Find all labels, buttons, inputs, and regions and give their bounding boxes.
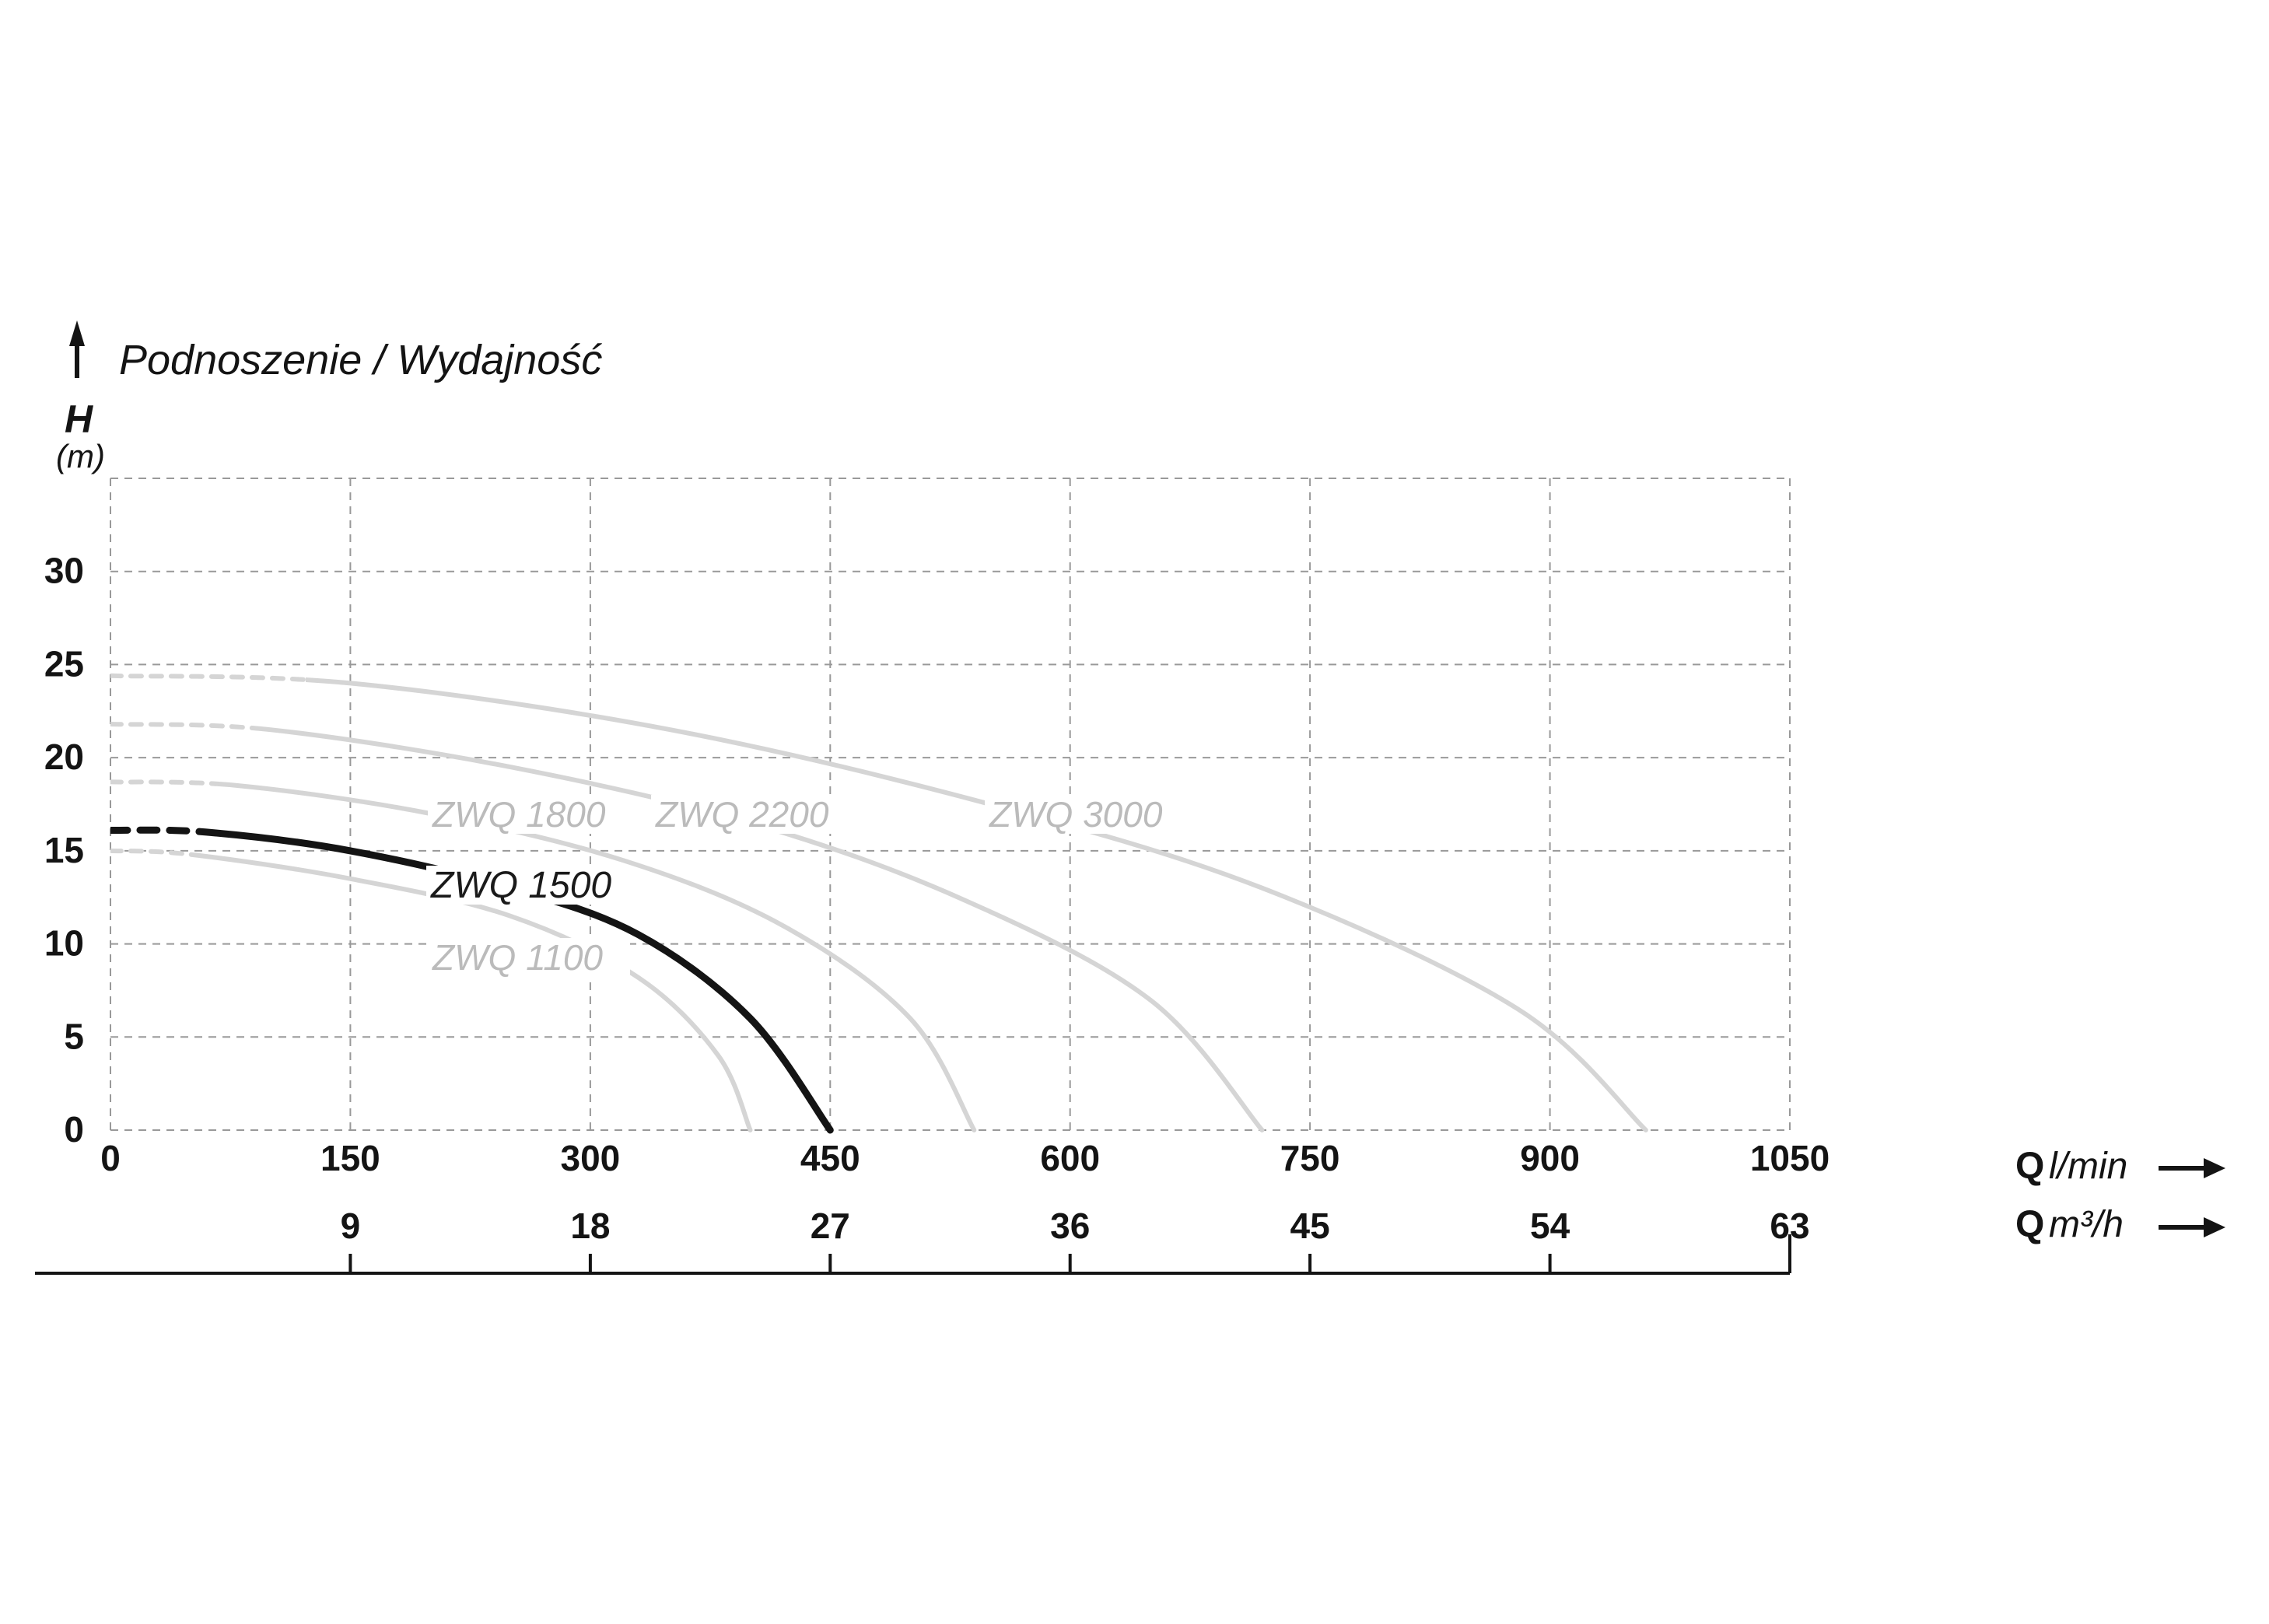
svg-text:ZWQ 3000: ZWQ 3000: [989, 794, 1163, 835]
svg-text:30: 30: [44, 551, 84, 591]
svg-text:18: 18: [570, 1206, 610, 1246]
svg-text:900: 900: [1520, 1138, 1580, 1178]
svg-text:Q: Q: [2015, 1146, 2044, 1187]
svg-text:5: 5: [64, 1016, 84, 1056]
svg-text:10: 10: [44, 923, 84, 964]
svg-text:450: 450: [800, 1138, 860, 1178]
svg-text:300: 300: [561, 1138, 621, 1178]
svg-text:ZWQ 1500: ZWQ 1500: [430, 865, 611, 906]
svg-text:Q: Q: [2015, 1204, 2044, 1245]
svg-text:20: 20: [44, 737, 84, 777]
svg-text:l/min: l/min: [2049, 1146, 2127, 1187]
svg-text:36: 36: [1050, 1206, 1090, 1246]
svg-text:27: 27: [811, 1206, 850, 1246]
svg-text:Podnoszenie / Wydajność: Podnoszenie / Wydajność: [119, 337, 602, 383]
svg-text:ZWQ 2200: ZWQ 2200: [655, 794, 829, 835]
svg-text:0: 0: [100, 1138, 121, 1178]
svg-text:ZWQ 1100: ZWQ 1100: [432, 937, 603, 978]
svg-text:(m): (m): [56, 438, 105, 474]
svg-text:m³/h: m³/h: [2049, 1204, 2124, 1245]
svg-text:150: 150: [320, 1138, 380, 1178]
svg-text:54: 54: [1530, 1206, 1570, 1246]
svg-text:9: 9: [341, 1206, 361, 1246]
svg-text:45: 45: [1290, 1206, 1330, 1246]
svg-text:15: 15: [44, 830, 84, 870]
svg-text:25: 25: [44, 643, 84, 684]
svg-text:0: 0: [64, 1109, 84, 1150]
svg-text:1050: 1050: [1750, 1138, 1830, 1178]
svg-text:750: 750: [1280, 1138, 1340, 1178]
svg-text:H: H: [65, 397, 93, 441]
svg-text:600: 600: [1040, 1138, 1100, 1178]
svg-text:ZWQ 1800: ZWQ 1800: [432, 794, 606, 835]
